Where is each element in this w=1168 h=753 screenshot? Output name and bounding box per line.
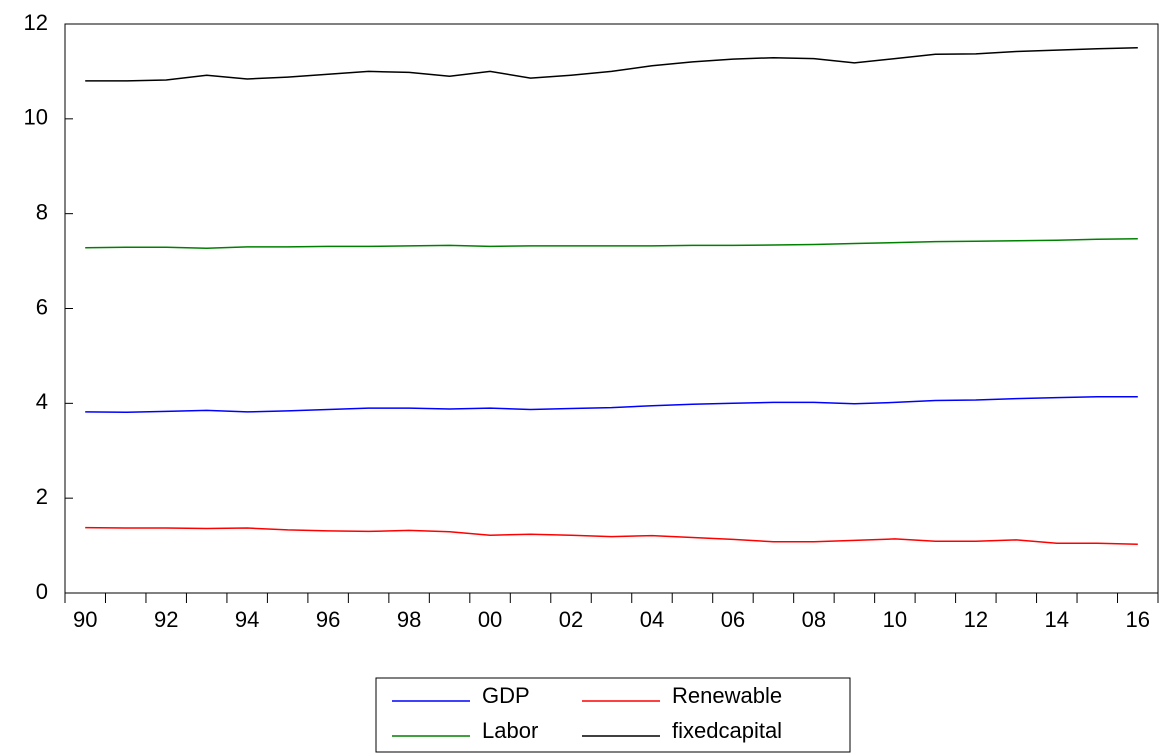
series-line [85,46,1138,82]
y-tick-label: 2 [36,484,48,509]
x-tick-label: 08 [802,607,826,632]
x-tick-label: 16 [1126,607,1150,632]
x-tick-label: 00 [478,607,502,632]
y-tick-label: 0 [36,579,48,604]
x-tick-label: 94 [235,607,259,632]
x-tick-label: 04 [640,607,664,632]
x-tick-label: 96 [316,607,340,632]
x-tick-label: 02 [559,607,583,632]
y-tick-label: 6 [36,294,48,319]
y-tick-label: 4 [36,389,48,414]
y-tick-label: 8 [36,199,48,224]
x-tick-label: 10 [883,607,907,632]
x-tick-label: 92 [154,607,178,632]
x-tick-label: 06 [721,607,745,632]
legend-label: Renewable [672,683,782,708]
series-line [85,238,1138,250]
x-tick-label: 90 [73,607,97,632]
x-tick-label: 12 [964,607,988,632]
legend-label: Labor [482,718,538,743]
y-tick-label: 12 [24,10,48,35]
y-tick-label: 10 [24,105,48,130]
x-tick-label: 14 [1045,607,1069,632]
series-line [85,395,1138,414]
series-line [85,526,1138,545]
legend-label: fixedcapital [672,718,782,743]
plot-frame [64,23,1159,594]
legend-box [375,677,851,753]
x-tick-label: 98 [397,607,421,632]
legend-label: GDP [482,683,530,708]
